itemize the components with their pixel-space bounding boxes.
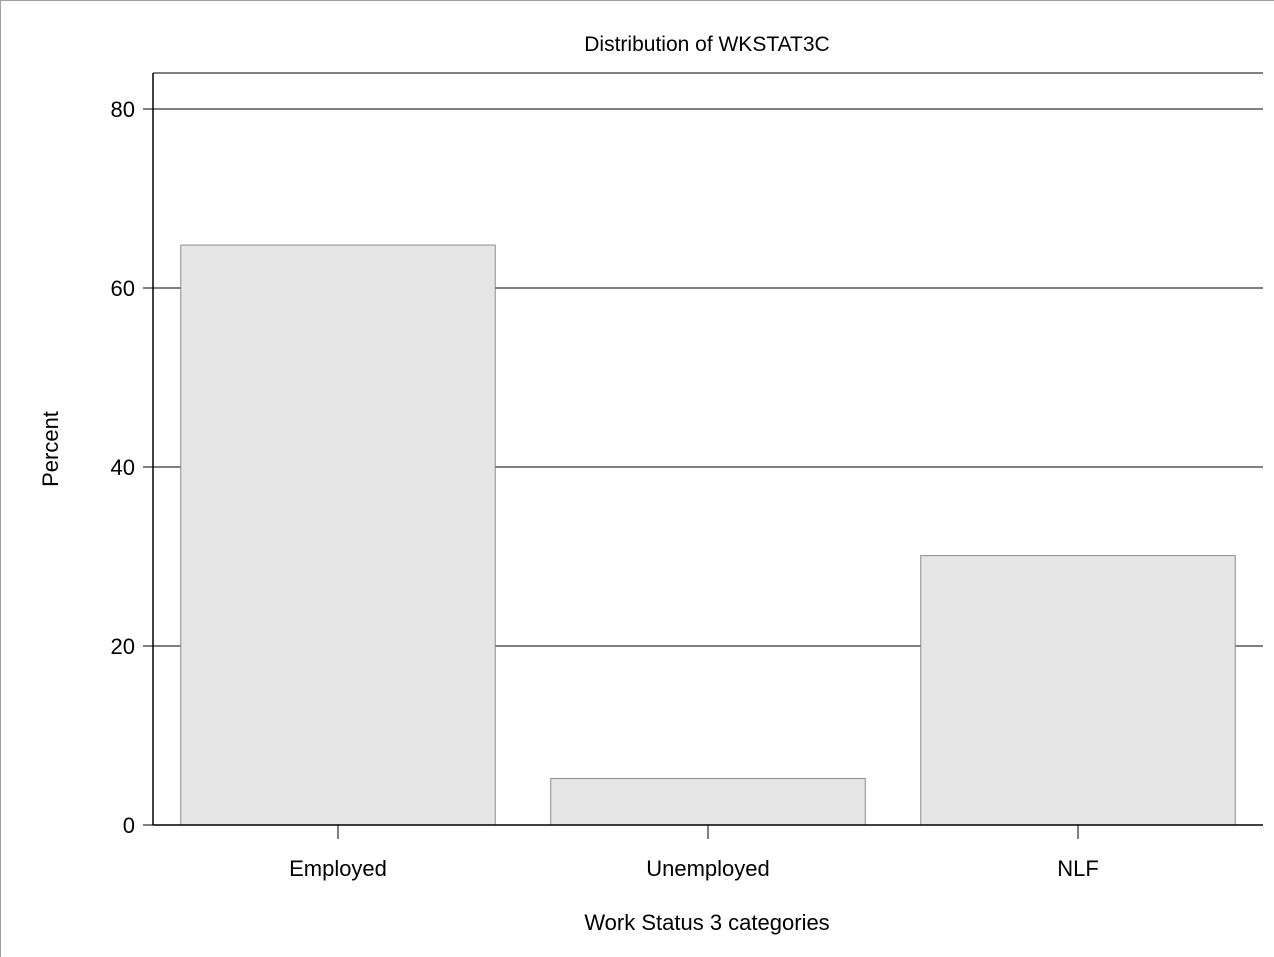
bar-nlf: [920, 555, 1236, 826]
y-tick-label-80: 80: [111, 97, 135, 122]
bar-employed: [180, 244, 496, 826]
x-tick-label-unemployed: Unemployed: [646, 856, 770, 881]
y-tick-label-20: 20: [111, 634, 135, 659]
y-axis-title: Percent: [38, 411, 63, 487]
bar-unemployed: [550, 777, 866, 826]
y-tick-label-60: 60: [111, 276, 135, 301]
y-ticks: 0 20 40 60 80: [111, 97, 153, 838]
x-ticks: Employed Unemployed NLF: [289, 825, 1099, 881]
y-tick-label-40: 40: [111, 455, 135, 480]
y-tick-label-0: 0: [123, 813, 135, 838]
chart-title: Distribution of WKSTAT3C: [584, 33, 829, 56]
bars: [180, 244, 1236, 826]
x-axis-title: Work Status 3 categories: [584, 910, 829, 935]
x-tick-label-employed: Employed: [289, 856, 387, 881]
x-tick-label-nlf: NLF: [1057, 856, 1099, 881]
